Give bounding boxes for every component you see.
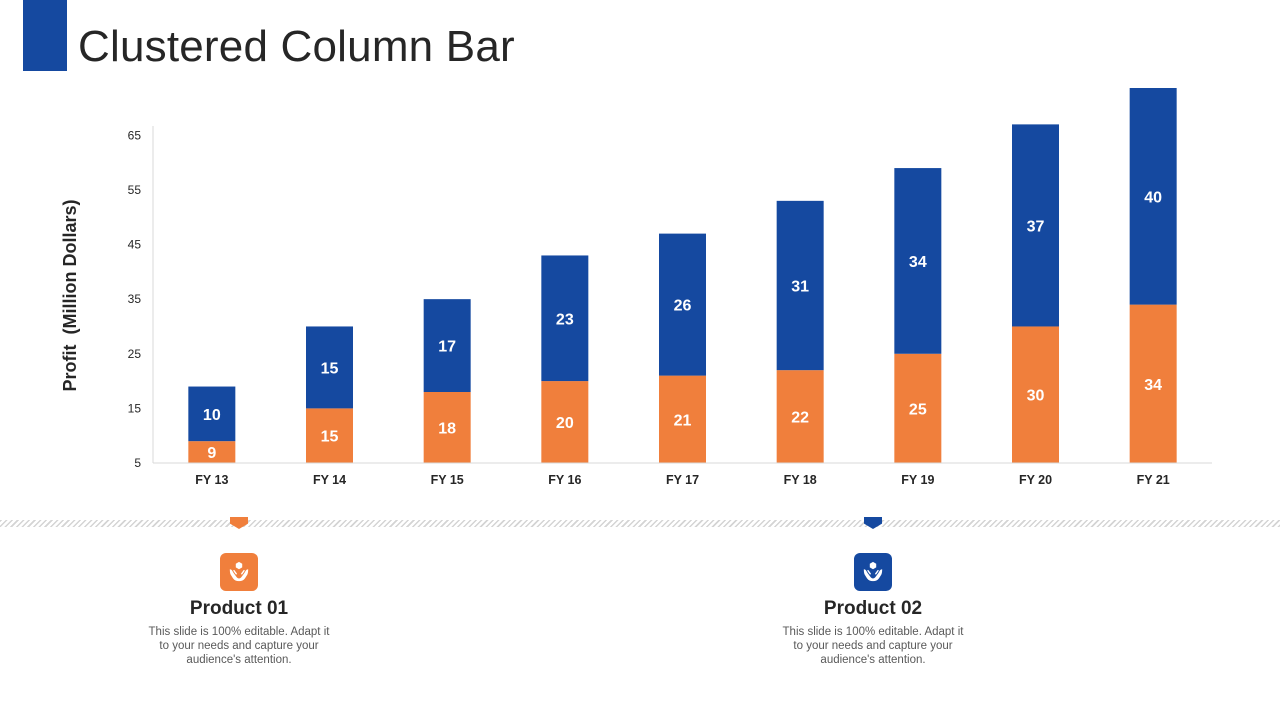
bar-value-label: 31 xyxy=(791,279,809,296)
y-axis-title: Profit (Million Dollars) xyxy=(60,199,80,391)
bar-value-label: 25 xyxy=(909,401,927,418)
product-2-title: Product 02 xyxy=(823,598,923,619)
bar-series-2 xyxy=(659,233,706,376)
bar-series-2 xyxy=(776,200,824,371)
y-tick-label: 45 xyxy=(128,238,142,252)
bar-series-2 xyxy=(541,255,589,382)
section-divider xyxy=(0,520,1280,527)
bar-value-label: 30 xyxy=(1027,388,1045,405)
product-1-card: Product 01 This slide is 100% editable. … xyxy=(139,553,339,667)
y-tick-label: 5 xyxy=(134,456,141,470)
bar-series-1 xyxy=(306,408,353,463)
bar-value-label: 17 xyxy=(438,339,456,356)
y-tick-label: 35 xyxy=(128,292,142,306)
slide-title: Clustered Column Bar xyxy=(78,22,515,71)
product-2-card: Product 02 This slide is 100% editable. … xyxy=(773,553,973,667)
x-tick-label: FY 19 xyxy=(901,473,934,487)
x-axis-ticks: FY 13 FY 14 FY 15 FY 16 FY 17 FY 18 FY 19 FY 20… xyxy=(195,473,1170,487)
x-tick-label: FY 21 xyxy=(1137,473,1170,487)
bar-value-label: 20 xyxy=(556,415,574,432)
hands-box-icon xyxy=(863,561,883,582)
x-tick-label: FY 13 xyxy=(195,473,228,487)
y-tick-label: 15 xyxy=(128,401,142,415)
product-1-icon-tile xyxy=(220,553,258,591)
bar-series-1 xyxy=(541,381,589,463)
stacked-column-chart: Profit (Million Dollars) 5 15 25 35 45 55 65 9… xyxy=(60,88,1212,487)
bar-value-label: 10 xyxy=(203,407,221,424)
x-tick-label: FY 15 xyxy=(431,473,464,487)
y-tick-label: 55 xyxy=(128,183,142,197)
bar-value-label: 9 xyxy=(207,445,216,462)
title-accent-block xyxy=(23,0,67,71)
bar-series-2 xyxy=(423,299,471,392)
product-2-icon-tile xyxy=(854,553,892,591)
bar-value-label: 40 xyxy=(1144,189,1162,206)
bar-value-label: 15 xyxy=(321,429,339,446)
bar-value-label: 23 xyxy=(556,311,574,328)
bar-series-2 xyxy=(188,386,236,442)
bar-series-1 xyxy=(776,370,824,463)
bar-value-label: 34 xyxy=(909,254,927,271)
x-tick-label: FY 17 xyxy=(666,473,699,487)
bar-series-2 xyxy=(306,326,353,409)
product-1-description: This slide is 100% editable. Adapt it to… xyxy=(148,626,330,666)
axes-group xyxy=(152,126,1212,464)
y-tick-label: 65 xyxy=(128,128,142,142)
bar-value-label: 21 xyxy=(674,412,692,429)
bar-series-2 xyxy=(1129,88,1177,305)
y-axis-label-group: Profit (Million Dollars) xyxy=(60,199,80,391)
x-tick-label: FY 14 xyxy=(313,473,346,487)
bar-value-label: 26 xyxy=(674,298,692,315)
bar-series-1 xyxy=(423,392,471,463)
bar-value-label: 18 xyxy=(438,421,456,438)
bar-series-1 xyxy=(188,441,236,463)
product-2-pointer xyxy=(864,517,882,529)
bar-series-1 xyxy=(1012,326,1059,463)
product-1-title: Product 01 xyxy=(189,598,289,619)
bar-series-1 xyxy=(894,353,942,463)
bar-series-1 xyxy=(659,375,706,463)
product-1-pointer xyxy=(230,517,248,529)
y-axis-ticks: 5 15 25 35 45 55 65 xyxy=(128,128,142,470)
y-tick-label: 25 xyxy=(128,347,142,361)
hands-box-icon xyxy=(229,561,249,582)
x-tick-label: FY 18 xyxy=(784,473,817,487)
bar-series-2 xyxy=(894,168,942,354)
bars-group: 9 10 15 15 18 17 20 23 21 26 22 31 25 34 30 37 34 40 xyxy=(188,88,1177,463)
bar-series-1 xyxy=(1129,304,1177,463)
bar-series-2 xyxy=(1012,124,1059,327)
bar-value-label: 34 xyxy=(1144,377,1162,394)
bar-value-label: 22 xyxy=(791,410,809,427)
bar-value-label: 15 xyxy=(321,360,339,377)
x-tick-label: FY 20 xyxy=(1019,473,1052,487)
product-2-description: This slide is 100% editable. Adapt it to… xyxy=(782,626,964,666)
bar-value-label: 37 xyxy=(1027,218,1045,235)
x-tick-label: FY 16 xyxy=(548,473,581,487)
